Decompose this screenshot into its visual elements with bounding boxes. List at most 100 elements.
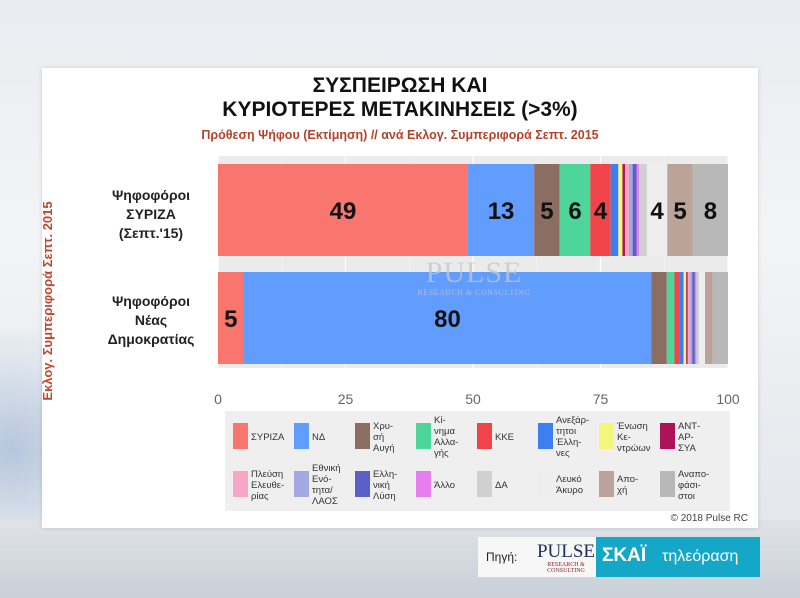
- legend-label: Απο- χή: [617, 474, 639, 496]
- x-tick-label: 50: [465, 391, 481, 407]
- legend-label: ΔΑ: [495, 479, 508, 491]
- data-label: 13: [488, 198, 515, 225]
- chart-subtitle: Πρόθεση Ψήφου (Εκτίμηση) // ανά Εκλογ. Σ…: [201, 128, 599, 142]
- x-tick-label: 75: [593, 391, 609, 407]
- bar-segment: [692, 164, 728, 256]
- legend-item: Ανεξάρ- τητοι Έλλη- νες: [536, 415, 592, 459]
- legend-swatch: [477, 471, 492, 497]
- legend-item: Εθνική Ενό- τητα/ ΛΑΟΣ: [292, 463, 348, 507]
- legend-item: Κί- νημα Αλλα- γής: [414, 415, 470, 459]
- chart-title: ΣΥΣΠΕΙΡΩΣΗ ΚΑΙ: [312, 74, 488, 97]
- legend-swatch: [477, 423, 492, 449]
- chart-legend: ΣΥΡΙΖΑ ΝΔ Χρυ- σή Αυγή Κί- νημα Αλλα- γής ΚΚ…: [225, 411, 730, 511]
- legend-item: ΚΚΕ: [475, 415, 531, 459]
- bar-segment: [632, 164, 637, 256]
- legend-label: ΣΥΡΙΖΑ: [251, 431, 285, 443]
- data-label: 5: [673, 198, 686, 225]
- category-label-line: Νέας: [134, 312, 168, 328]
- category-label-syriza: Ψηφοφόροι ΣΥΡΙΖΑ (Σεπτ.'15): [92, 186, 210, 243]
- legend-label: Εθνική Ενό- τητα/ ΛΑΟΣ: [312, 463, 341, 507]
- bar-segment: [696, 272, 699, 364]
- legend-label: ΝΔ: [312, 431, 326, 443]
- legend-label: Άλλο: [434, 479, 455, 491]
- legend-swatch: [660, 471, 675, 497]
- chart-panel: ΣΥΣΠΕΙΡΩΣΗ ΚΑΙ ΚΥΡΙΟΤΕΡΕΣ ΜΕΤΑΚΙΝΗΣΕΙΣ (…: [40, 68, 758, 528]
- bar-segment: [646, 164, 668, 256]
- legend-item: Ένωση Κε- ντρώων: [597, 415, 653, 459]
- bar-segment: [667, 164, 693, 256]
- bar-segment: [610, 164, 619, 256]
- legend-swatch: [294, 471, 309, 497]
- data-label: 4: [594, 198, 608, 225]
- data-label: 8: [704, 198, 717, 225]
- legend-item: ΣΥΡΙΖΑ: [231, 415, 287, 459]
- bar-segment: [629, 164, 633, 256]
- bar-segment: [639, 164, 647, 256]
- copyright-text: © 2018 Pulse RC: [670, 513, 748, 524]
- bar-segment: [687, 272, 691, 364]
- legend-label: Λευκό Άκυρο: [556, 474, 583, 496]
- category-label-line: Δημοκρατίας: [107, 331, 195, 347]
- legend-item: ΝΔ: [292, 415, 348, 459]
- legend-item: Πλεύση Ελευθε- ρίας: [231, 463, 287, 507]
- x-tick-label: 25: [338, 391, 354, 407]
- bar-segment: [686, 272, 688, 364]
- bar-segment: [674, 272, 680, 364]
- legend-item: ΔΑ: [475, 463, 531, 507]
- source-label: Πηγή:: [486, 550, 518, 564]
- x-tick-label: 0: [214, 391, 222, 407]
- data-label: 4: [650, 198, 664, 225]
- category-label-nd: Ψηφοφόροι Νέας Δημοκρατίας: [92, 292, 210, 349]
- legend-label: Αναπο- φάσι- στοι: [678, 468, 710, 502]
- source-bar: Πηγή: PULSE RESEARCH & CONSULTING ΣΚΑΪ τ…: [478, 537, 760, 577]
- bar-segment: [622, 164, 625, 256]
- bar-segment: [618, 164, 623, 256]
- legend-item: Λευκό Άκυρο: [536, 463, 592, 507]
- x-tick-label: 100: [716, 391, 740, 407]
- bar-segment: [218, 164, 468, 256]
- legend-label: Ένωση Κε- ντρώων: [617, 420, 651, 454]
- legend-swatch: [416, 423, 431, 449]
- category-label-line: (Σεπτ.'15): [118, 225, 184, 241]
- bar-segment: [590, 164, 611, 256]
- bar-segment: [698, 272, 706, 364]
- legend-swatch: [538, 423, 553, 449]
- bar-segment: [534, 164, 560, 256]
- skai-logo: ΣΚΑΪ τηλεόραση: [596, 537, 760, 577]
- bar-segment: [636, 164, 640, 256]
- legend-swatch: [355, 423, 370, 449]
- legend-item: Χρυ- σή Αυγή: [353, 415, 409, 459]
- legend-item: Αναπο- φάσι- στοι: [658, 463, 714, 507]
- legend-swatch: [355, 471, 370, 497]
- chart-title-line2: ΚΥΡΙΟΤΕΡΕΣ ΜΕΤΑΚΙΝΗΣΕΙΣ (>3%): [222, 98, 578, 121]
- bar-segment: [666, 272, 675, 364]
- category-label-line: Ψηφοφόροι: [111, 293, 191, 309]
- bar-segment: [243, 272, 652, 364]
- legend-swatch: [233, 423, 248, 449]
- legend-label: Χρυ- σή Αυγή: [373, 420, 395, 454]
- legend-swatch: [538, 471, 553, 497]
- bar-segment: [692, 272, 695, 364]
- legend-label: Ελλη- νική Λύση: [373, 468, 398, 502]
- legend-item: Απο- χή: [597, 463, 653, 507]
- category-label-line: ΣΥΡΙΖΑ: [126, 206, 176, 222]
- skai-tv-text: τηλεόραση: [662, 548, 739, 565]
- bar-segment: [690, 272, 693, 364]
- bar-segment: [624, 164, 630, 256]
- legend-label: ΚΚΕ: [495, 431, 515, 443]
- legend-swatch: [294, 423, 309, 449]
- bar-segment: [683, 272, 687, 364]
- data-label: 6: [568, 198, 581, 225]
- pulse-logo: PULSE RESEARCH & CONSULTING: [536, 542, 596, 575]
- bar-segment: [218, 272, 244, 364]
- bar-segment: [712, 272, 728, 364]
- legend-item: ΑΝΤ- ΑΡ- ΣΥΑ: [658, 415, 714, 459]
- data-label: 80: [434, 306, 461, 333]
- legend-swatch: [660, 423, 675, 449]
- legend-label: Ανεξάρ- τητοι Έλλη- νες: [556, 415, 590, 459]
- bar-segment: [694, 272, 697, 364]
- legend-swatch: [416, 471, 431, 497]
- legend-label: Κί- νημα Αλλα- γής: [434, 415, 459, 459]
- legend-label: Πλεύση Ελευθε- ρίας: [251, 468, 285, 502]
- watermark-text: PULSE: [425, 256, 523, 289]
